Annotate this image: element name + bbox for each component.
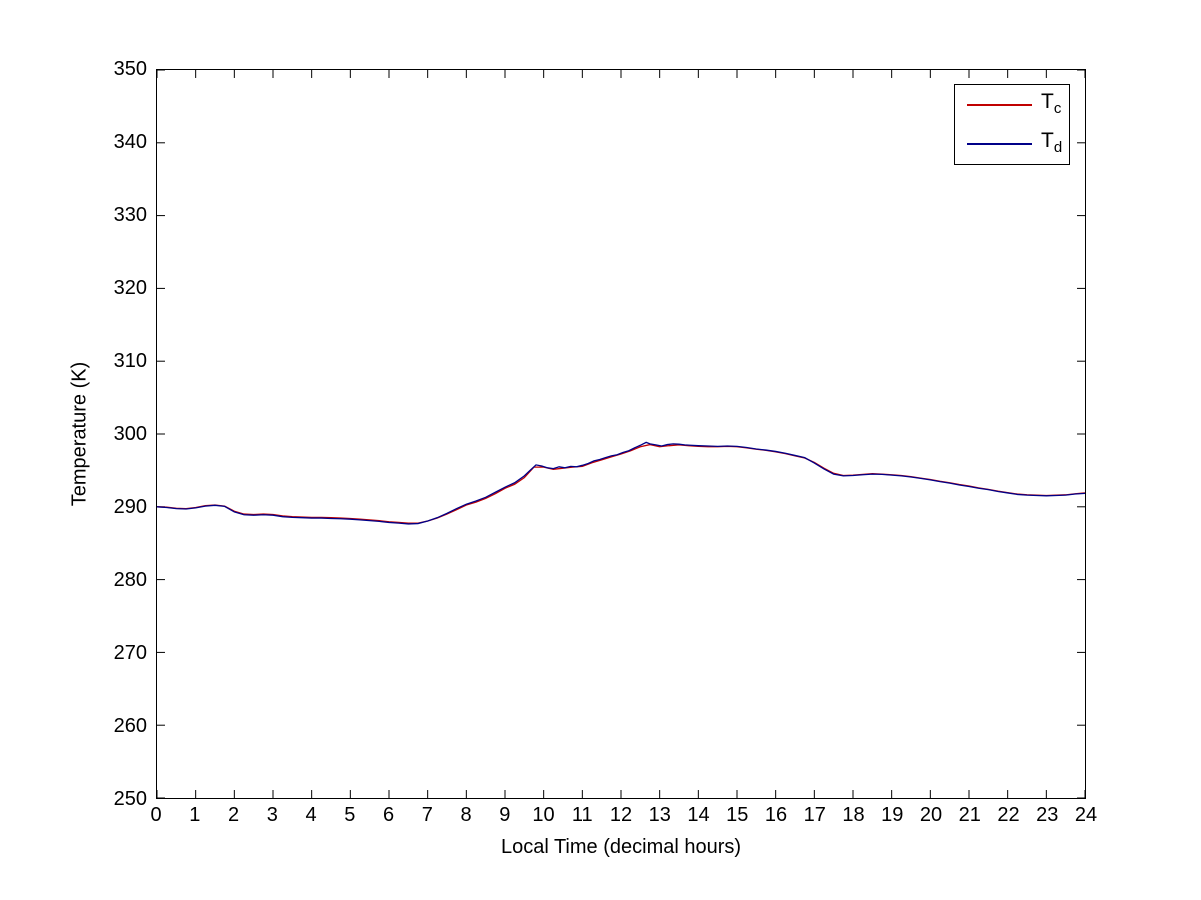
x-tick-label: 12 (609, 804, 633, 826)
x-tick-label: 7 (421, 804, 433, 826)
y-tick-label: 300 (113, 423, 147, 445)
legend-line-sample-tc (967, 103, 1032, 106)
x-tick-label: 21 (958, 804, 981, 826)
x-tick-label: 2 (227, 804, 240, 826)
x-tick-label: 3 (266, 804, 278, 826)
x-tick-label: 13 (648, 804, 671, 826)
x-tick-label: 10 (532, 804, 555, 826)
x-tick-label: 5 (344, 804, 356, 826)
x-tick-label: 22 (997, 804, 1020, 826)
x-tick-label: 17 (803, 804, 826, 826)
x-tick-label: 23 (1036, 804, 1059, 826)
y-tick-label: 310 (113, 350, 147, 372)
x-tick-label: 18 (842, 804, 865, 826)
x-tick-label: 19 (881, 804, 904, 826)
plot-area: Tc Td (156, 69, 1086, 799)
x-tick-label: 0 (150, 804, 162, 826)
y-tick-label: 280 (113, 569, 147, 591)
x-tick-label: 8 (460, 804, 472, 826)
x-tick-label: 4 (305, 804, 317, 826)
x-axis-label: Local Time (decimal hours) (500, 836, 742, 858)
legend-label-td: Td (1041, 129, 1063, 157)
x-tick-label: 14 (687, 804, 710, 826)
y-tick-label: 270 (113, 642, 147, 664)
legend-entry-tc: Tc (955, 86, 1069, 124)
x-tick-label: 9 (499, 804, 511, 826)
x-tick-label: 6 (382, 804, 395, 826)
x-tick-label: 24 (1074, 804, 1098, 826)
y-tick-label: 250 (113, 788, 147, 810)
x-tick-label: 1 (189, 804, 201, 826)
legend-line-sample-td (967, 143, 1032, 146)
legend-label-tc: Tc (1041, 89, 1062, 117)
legend: Tc Td (954, 84, 1070, 165)
x-tick-label: 20 (919, 804, 943, 826)
x-tick-label: 16 (764, 804, 788, 826)
y-tick-label: 330 (113, 204, 147, 226)
x-tick-label: 11 (571, 804, 593, 826)
series-line-td (157, 441, 1085, 525)
legend-entry-td: Td (955, 125, 1069, 163)
y-tick-label: 340 (113, 131, 147, 153)
series-line-tc (157, 443, 1085, 524)
y-tick-label: 320 (113, 277, 147, 299)
y-axis-label: Temperature (K) (68, 361, 91, 507)
y-tick-label: 350 (113, 58, 147, 80)
plot-canvas (157, 70, 1085, 798)
y-tick-label: 260 (113, 715, 147, 737)
y-tick-label: 290 (113, 496, 147, 518)
x-tick-label: 15 (726, 804, 749, 826)
